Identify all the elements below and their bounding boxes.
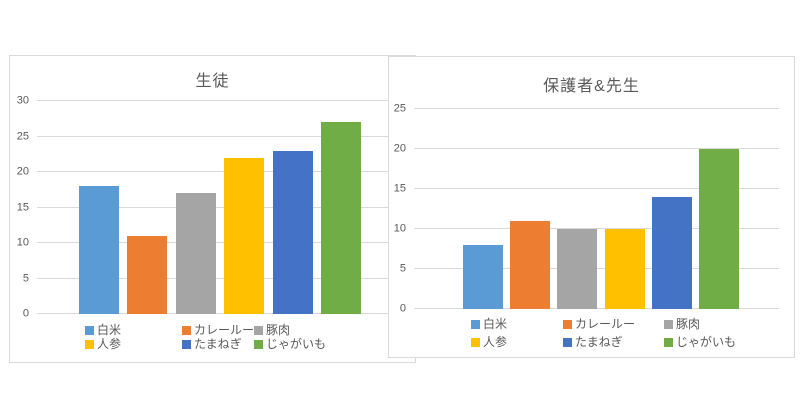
gridline	[37, 242, 395, 244]
gridline	[414, 148, 779, 149]
legend: 白米 カレールー 豚肉人参 たまねぎ じゃがいも	[471, 318, 736, 349]
bar-3[interactable]	[175, 193, 216, 314]
legend-swatch-icon	[85, 340, 94, 349]
y-axis-tick-label: 25	[16, 130, 29, 142]
chart-students[interactable]: 生徒 0 5 10 15 20 25 30 白米 カレールー 豚肉人参 たまねぎ じゃがいも	[9, 55, 416, 363]
gridline	[37, 100, 395, 101]
legend-item[interactable]: じゃがいも	[664, 336, 736, 349]
legend-item[interactable]: 豚肉	[664, 318, 736, 331]
legend-item[interactable]: カレールー	[563, 318, 664, 331]
gridline	[414, 228, 779, 229]
bar-6[interactable]	[698, 149, 739, 309]
bar-5[interactable]	[272, 150, 313, 314]
legend-label: 豚肉	[676, 317, 701, 331]
bar-3[interactable]	[557, 229, 598, 309]
legend-label: カレールー	[575, 317, 636, 331]
x-axis-line	[37, 313, 395, 314]
legend-item[interactable]: カレールー	[182, 324, 254, 337]
gridline	[37, 206, 395, 208]
legend-label: たまねぎ	[575, 335, 623, 349]
legend-label: じゃがいも	[676, 335, 737, 349]
y-axis-tick-label: 20	[393, 142, 406, 155]
chart-title: 生徒	[195, 73, 230, 90]
gridline	[37, 277, 395, 279]
bar-1[interactable]	[79, 186, 119, 314]
legend-swatch-icon	[182, 340, 191, 349]
legend-label: 人参	[483, 335, 508, 349]
y-axis-tick-label: 0	[22, 307, 29, 320]
legend-swatch-icon	[471, 338, 480, 347]
legend-label: 白米	[97, 323, 122, 337]
y-axis-tick-label: 0	[399, 302, 406, 315]
legend-label: 豚肉	[266, 323, 291, 337]
legend-label: 白米	[483, 317, 508, 331]
plot-area: 0 5 10 15 20 25	[394, 103, 779, 314]
legend-label: 人参	[97, 337, 122, 351]
legend-label: じゃがいも	[266, 337, 327, 351]
y-axis-tick-label: 30	[16, 94, 29, 107]
bar-series	[79, 101, 361, 314]
legend-label: たまねぎ	[194, 337, 242, 351]
legend-swatch-icon	[254, 340, 263, 349]
legend-item[interactable]: 白米	[471, 318, 563, 331]
y-axis-tick-label: 10	[16, 236, 29, 249]
bar-4[interactable]	[604, 229, 645, 309]
legend: 白米 カレールー 豚肉人参 たまねぎ じゃがいも	[85, 324, 326, 351]
bar-series	[463, 109, 739, 309]
y-axis-tick-label: 25	[393, 102, 406, 115]
bar-2[interactable]	[510, 221, 551, 309]
plot-area: 0 5 10 15 20 25 30	[17, 95, 395, 319]
legend-label: カレールー	[194, 323, 255, 337]
legend-item[interactable]: 人参	[471, 336, 563, 349]
legend-item[interactable]: たまねぎ	[563, 336, 664, 349]
legend-item[interactable]: 豚肉	[254, 324, 326, 337]
bar-6[interactable]	[320, 122, 361, 314]
y-axis-tick-label: 20	[16, 165, 29, 178]
chart-parents-teachers[interactable]: 保護者&先生 0 5 10 15 20 25 白米 カレールー 豚肉人参 たまねぎ じゃがいも	[388, 56, 795, 358]
legend-item[interactable]: 白米	[85, 324, 182, 337]
chart-title: 保護者&先生	[543, 78, 640, 95]
y-axis-tick-label: 5	[399, 262, 406, 275]
legend-item[interactable]: 人参	[85, 338, 182, 351]
legend-swatch-icon	[563, 338, 572, 347]
gridline	[37, 135, 395, 137]
y-axis-tick-label: 15	[393, 182, 406, 195]
legend-swatch-icon	[563, 320, 572, 329]
legend-swatch-icon	[85, 326, 94, 335]
legend-swatch-icon	[471, 320, 480, 329]
bar-2[interactable]	[127, 235, 168, 314]
bar-4[interactable]	[224, 157, 265, 314]
legend-swatch-icon	[182, 326, 191, 335]
y-axis-tick-label: 5	[22, 272, 29, 285]
legend-swatch-icon	[254, 326, 263, 335]
bar-1[interactable]	[463, 245, 503, 309]
gridlines: 0 5 10 15 20 25 30	[17, 95, 395, 319]
legend-item[interactable]: たまねぎ	[182, 338, 254, 351]
y-axis-tick-label: 15	[16, 201, 29, 213]
gridline	[37, 171, 395, 173]
legend-item[interactable]: じゃがいも	[254, 338, 326, 351]
legend-swatch-icon	[664, 320, 673, 329]
gridline	[414, 108, 779, 109]
y-axis-tick-label: 10	[393, 222, 406, 235]
legend-swatch-icon	[664, 338, 673, 347]
bar-5[interactable]	[651, 197, 692, 309]
gridline	[414, 188, 779, 189]
